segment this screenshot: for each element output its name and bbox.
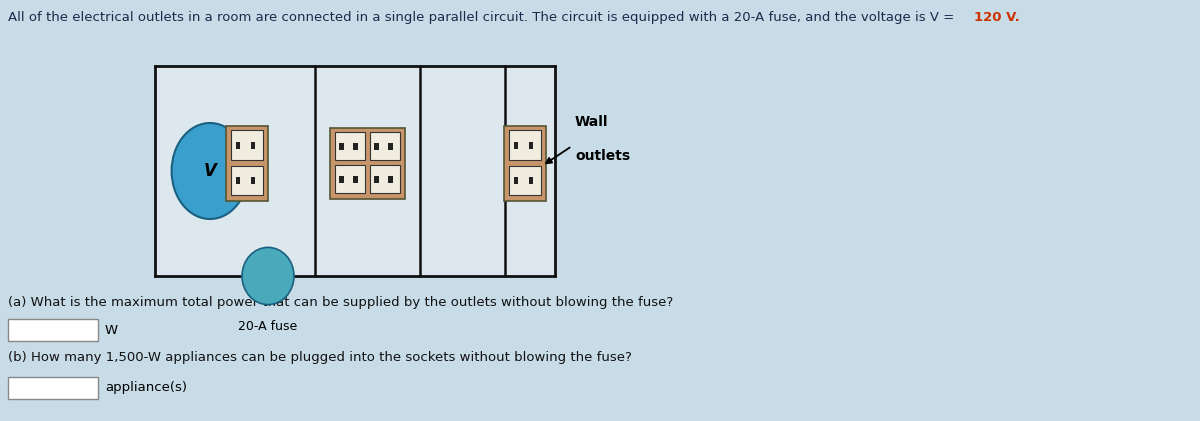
Bar	[235, 142, 240, 149]
Bar	[8, 319, 98, 341]
Bar	[330, 128, 406, 198]
Bar	[353, 176, 358, 183]
Text: appliance(s): appliance(s)	[106, 381, 187, 394]
Text: V: V	[204, 162, 216, 180]
Bar	[226, 125, 268, 200]
Bar	[388, 176, 392, 183]
Bar	[374, 143, 379, 150]
Ellipse shape	[172, 123, 248, 219]
Bar	[335, 165, 365, 194]
Bar	[504, 125, 546, 200]
Bar	[528, 142, 533, 149]
Text: (b) How many 1,500-W appliances can be plugged into the sockets without blowing : (b) How many 1,500-W appliances can be p…	[8, 351, 632, 364]
Bar	[509, 165, 541, 195]
Text: All of the electrical outlets in a room are connected in a single parallel circu: All of the electrical outlets in a room …	[8, 11, 959, 24]
Bar	[230, 165, 263, 195]
Text: outlets: outlets	[575, 149, 630, 163]
Text: W: W	[106, 323, 118, 336]
Bar	[388, 143, 392, 150]
Bar	[528, 177, 533, 184]
Bar	[374, 176, 379, 183]
Text: 20-A fuse: 20-A fuse	[239, 320, 298, 333]
Bar	[251, 142, 256, 149]
Bar	[353, 143, 358, 150]
Text: 120 V.: 120 V.	[974, 11, 1020, 24]
Bar	[514, 177, 518, 184]
Bar	[8, 377, 98, 399]
Bar	[514, 142, 518, 149]
Bar	[370, 133, 400, 160]
Text: (a) What is the maximum total power that can be supplied by the outlets without : (a) What is the maximum total power that…	[8, 296, 673, 309]
Ellipse shape	[242, 248, 294, 305]
Bar	[509, 131, 541, 160]
Bar	[155, 66, 554, 276]
Bar	[340, 143, 344, 150]
Bar	[340, 176, 344, 183]
Bar	[235, 177, 240, 184]
Bar	[370, 165, 400, 194]
Bar	[230, 131, 263, 160]
Bar	[335, 133, 365, 160]
Bar	[251, 177, 256, 184]
Text: Wall: Wall	[575, 115, 608, 129]
